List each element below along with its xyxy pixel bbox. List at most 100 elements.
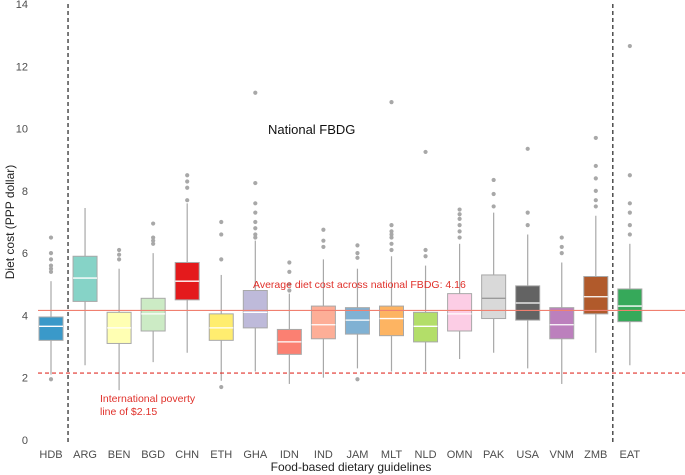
outlier-omn-1 xyxy=(457,229,462,234)
outlier-zmb-0 xyxy=(593,204,598,209)
outlier-gha-3 xyxy=(253,219,258,225)
outlier-omn-0 xyxy=(457,235,462,240)
outlier-hdb-2 xyxy=(48,266,54,271)
outlier-idn-2 xyxy=(287,269,292,274)
box-nld xyxy=(413,149,439,372)
outlier-idn-0 xyxy=(287,288,292,293)
outlier-pak-0 xyxy=(491,204,496,209)
x-tick-label-jam: JAM xyxy=(346,449,368,461)
x-tick-label-idn: IDN xyxy=(280,449,299,461)
iqr-box-eat xyxy=(617,288,643,323)
outlier-jam-3 xyxy=(355,243,360,248)
box-series xyxy=(38,43,643,391)
x-axis-title: Food-based dietary guidelines xyxy=(271,460,432,474)
reference-lines xyxy=(38,309,685,374)
outlier-jam-0 xyxy=(355,377,360,382)
outlier-zmb-2 xyxy=(593,188,598,193)
y-tick-label-12: 12 xyxy=(16,61,28,73)
box-hdb xyxy=(38,235,64,382)
x-tick-label-eat: EAT xyxy=(620,449,641,461)
outlier-usa-2 xyxy=(525,146,530,151)
outlier-bgd-0 xyxy=(151,241,156,246)
box-ben xyxy=(106,247,132,391)
y-tick-label-0: 0 xyxy=(22,435,28,447)
outlier-eth-2 xyxy=(219,232,224,237)
outlier-gha-1 xyxy=(253,232,258,237)
outlier-eth-1 xyxy=(219,257,224,262)
box-eat xyxy=(617,43,643,366)
box-omn xyxy=(447,207,473,360)
outlier-ben-0 xyxy=(117,257,122,262)
group-separators xyxy=(67,4,614,442)
outlier-eat-0 xyxy=(627,232,632,237)
outlier-ind-2 xyxy=(321,227,326,232)
outlier-chn-1 xyxy=(185,185,190,190)
outlier-hdb-3 xyxy=(48,263,54,268)
iqr-box-jam xyxy=(344,307,370,335)
outlier-hdb-6 xyxy=(48,235,54,240)
outlier-eat-2 xyxy=(627,210,632,215)
outlier-eat-4 xyxy=(627,173,632,178)
box-arg xyxy=(72,207,98,366)
outlier-gha-0 xyxy=(253,235,258,240)
outlier-mlt-6 xyxy=(389,100,394,105)
iqr-box-bgd xyxy=(140,297,166,332)
outlier-nld-0 xyxy=(423,254,428,259)
box-idn xyxy=(276,260,302,384)
annotation-national-fbdg: National FBDG xyxy=(268,122,355,137)
outlier-nld-1 xyxy=(423,247,428,253)
x-tick-label-vnm: VNM xyxy=(550,449,574,461)
x-tick-label-hdb: HDB xyxy=(39,449,62,461)
x-tick-label-nld: NLD xyxy=(415,449,437,461)
outlier-eth-0 xyxy=(219,384,224,390)
y-tick-label-14: 14 xyxy=(16,0,28,11)
iqr-box-zmb xyxy=(583,276,609,315)
x-tick-label-gha: GHA xyxy=(243,449,268,461)
outlier-eat-1 xyxy=(627,223,632,228)
outlier-jam-2 xyxy=(355,251,360,256)
y-tick-label-2: 2 xyxy=(22,373,28,385)
outlier-chn-2 xyxy=(185,179,190,184)
outlier-vnm-0 xyxy=(559,251,564,256)
y-tick-label-4: 4 xyxy=(22,310,28,322)
x-tick-label-chn: CHN xyxy=(175,449,199,461)
box-chn xyxy=(174,173,200,353)
outlier-nld-2 xyxy=(423,149,428,155)
box-bgd xyxy=(140,221,166,363)
y-tick-label-10: 10 xyxy=(16,124,28,136)
y-axis: 0 2 4 6 8 10 12 14 xyxy=(16,0,28,447)
outlier-omn-4 xyxy=(457,212,462,217)
iqr-box-pak xyxy=(481,274,507,320)
outlier-chn-3 xyxy=(185,173,190,178)
x-tick-label-ben: BEN xyxy=(108,449,131,461)
outlier-chn-0 xyxy=(185,198,190,203)
outlier-bgd-3 xyxy=(151,221,156,226)
outlier-hdb-1 xyxy=(48,269,54,274)
outlier-omn-3 xyxy=(457,216,462,221)
outlier-usa-1 xyxy=(525,210,530,215)
outlier-jam-1 xyxy=(355,255,360,260)
outlier-mlt-0 xyxy=(389,247,394,253)
outlier-vnm-2 xyxy=(559,235,564,240)
box-mlt xyxy=(379,100,404,372)
outlier-ben-1 xyxy=(117,252,122,257)
iqr-box-arg xyxy=(72,255,98,302)
iqr-box-omn xyxy=(447,293,473,332)
outlier-mlt-5 xyxy=(389,223,394,228)
iqr-box-gha xyxy=(242,290,268,329)
outlier-gha-2 xyxy=(253,226,258,231)
box-gha xyxy=(242,90,268,372)
outlier-hdb-5 xyxy=(48,251,54,256)
outlier-zmb-4 xyxy=(593,163,598,169)
outlier-hdb-4 xyxy=(48,257,54,262)
iqr-box-hdb xyxy=(38,316,64,341)
outlier-gha-5 xyxy=(253,201,258,206)
average-line-label: Average diet cost across national FBDG: … xyxy=(253,279,466,291)
outlier-zmb-1 xyxy=(593,198,598,203)
x-tick-label-ind: IND xyxy=(314,449,333,461)
box-jam xyxy=(344,243,370,382)
iqr-box-eth xyxy=(208,313,234,341)
y-tick-label-6: 6 xyxy=(22,248,28,260)
y-tick-label-8: 8 xyxy=(22,186,28,198)
